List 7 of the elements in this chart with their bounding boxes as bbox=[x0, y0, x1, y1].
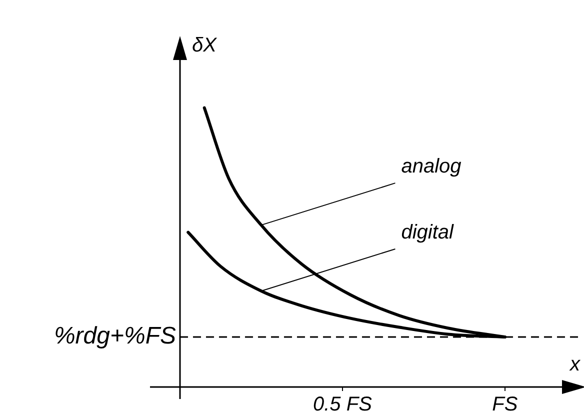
x-axis-title: x bbox=[569, 354, 581, 376]
annotation: analog bbox=[401, 156, 462, 178]
x-tick-label: 0.5 FS bbox=[312, 394, 373, 416]
ref-line-label: %rdg+%FS bbox=[54, 322, 176, 350]
y-axis-title: δX bbox=[192, 34, 218, 57]
annotation: digital bbox=[401, 222, 454, 244]
x-tick-label: FS bbox=[492, 394, 518, 416]
